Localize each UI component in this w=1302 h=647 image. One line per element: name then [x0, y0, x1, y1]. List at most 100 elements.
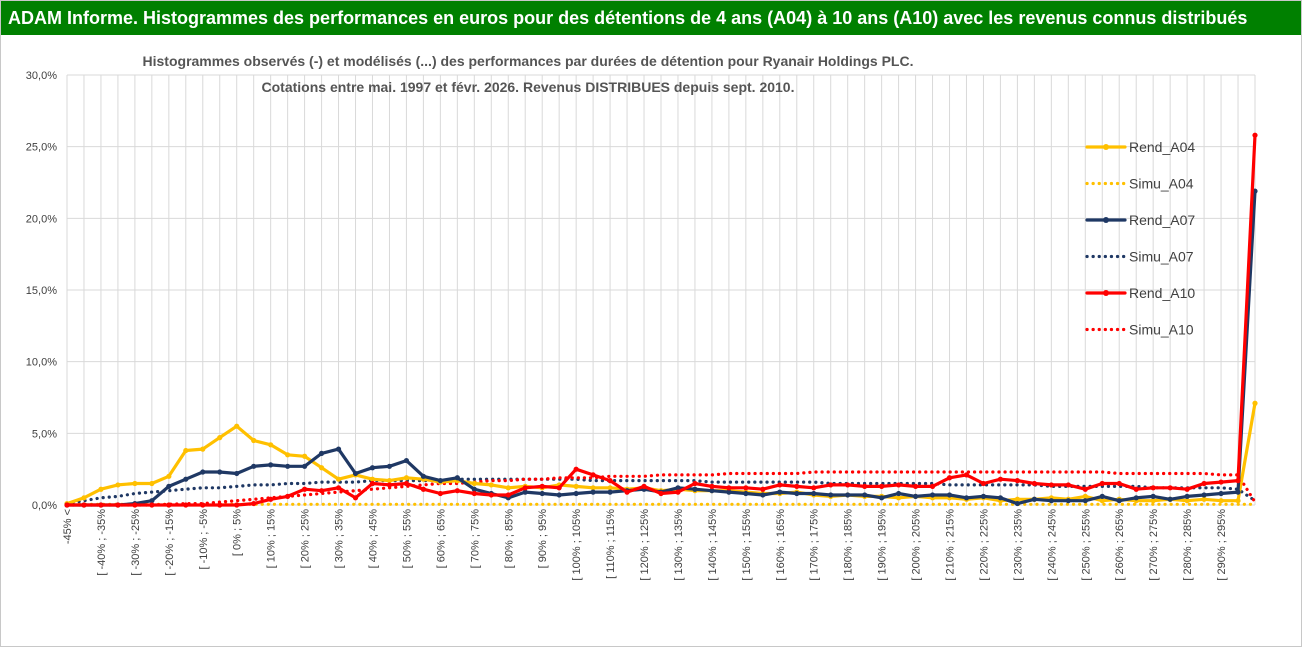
data-point: [946, 475, 953, 481]
data-point: [335, 485, 342, 491]
y-tick-label: 15,0%: [26, 285, 57, 297]
data-point: [98, 502, 104, 508]
performance-histogram-chart: 0,0% 5,0% 10,0% 15,0% 20,0% 25,0% 30,0% -45% <…: [26, 53, 1258, 581]
data-point: [352, 470, 359, 477]
data-point: [1184, 498, 1190, 504]
data-point: [81, 495, 87, 501]
data-point: [997, 476, 1004, 482]
data-point: [1031, 496, 1037, 502]
x-tick-label: [ 180% ; 185%: [843, 509, 855, 581]
legend-entry: Simu_A10: [1085, 322, 1194, 338]
data-point: [1184, 486, 1190, 492]
data-point: [1150, 498, 1156, 504]
data-point: [403, 480, 410, 487]
data-point: [1167, 496, 1173, 502]
data-point: [505, 485, 511, 491]
data-point: [200, 446, 206, 452]
data-point: [420, 473, 426, 479]
x-tick-label: [ -10% ; -5%: [198, 509, 210, 570]
data-point: [183, 476, 189, 482]
y-tick-label: 20,0%: [26, 213, 57, 225]
data-point: [828, 492, 834, 498]
data-point: [454, 475, 460, 481]
chart-title-block: Histogrammes observés (-) et modélisés (…: [143, 53, 914, 95]
data-point: [896, 495, 902, 501]
x-tick-label: [ -20% ; -15%: [164, 509, 176, 576]
data-point: [845, 492, 851, 498]
data-point: [251, 463, 257, 469]
data-point: [675, 489, 681, 495]
x-tick-label: [ 170% ; 175%: [809, 509, 821, 581]
data-point: [386, 478, 393, 484]
data-point: [1014, 478, 1021, 484]
data-point: [1218, 498, 1224, 504]
data-point: [522, 485, 528, 491]
data-point: [794, 483, 800, 489]
data-point: [980, 493, 987, 499]
data-point: [386, 482, 393, 488]
data-point: [946, 492, 953, 498]
data-point: [1082, 493, 1088, 499]
data-point: [403, 475, 410, 481]
data-point: [1099, 493, 1105, 499]
x-tick-label: -45% <: [62, 509, 74, 544]
data-point: [166, 502, 172, 508]
data-point: [896, 490, 902, 497]
data-point: [590, 472, 596, 478]
data-point: [1082, 486, 1088, 492]
data-point: [811, 490, 817, 497]
data-point: [1201, 480, 1207, 487]
data-point: [1031, 480, 1037, 487]
data-point: [879, 495, 885, 501]
data-point: [318, 488, 325, 494]
data-point: [862, 483, 868, 489]
data-point: [234, 470, 240, 477]
data-point: [251, 500, 257, 507]
data-point: [403, 457, 410, 464]
x-tick-label: [ 80% ; 85%: [503, 509, 515, 569]
series: [64, 132, 1258, 508]
data-point: [845, 482, 851, 488]
data-point: [285, 463, 291, 469]
data-point: [132, 480, 138, 487]
data-point: [318, 465, 325, 471]
data-point: [268, 442, 274, 448]
data-point: [1235, 489, 1241, 495]
x-tick-label: [ 10% ; 15%: [266, 509, 278, 569]
data-point: [352, 495, 359, 501]
data-point: [1065, 482, 1071, 488]
data-point: [268, 496, 274, 502]
data-point: [709, 488, 715, 494]
x-tick-label: [ 130% ; 135%: [673, 509, 685, 581]
data-point: [794, 490, 800, 497]
y-tick-label: 0,0%: [32, 500, 57, 512]
data-point: [1133, 486, 1139, 492]
data-point: [556, 492, 562, 498]
data-point: [692, 480, 698, 487]
data-point: [658, 490, 664, 497]
data-point: [1048, 498, 1054, 504]
data-point: [997, 495, 1004, 501]
data-point: [149, 498, 155, 504]
data-point: [912, 483, 919, 489]
x-tick-label: [ 190% ; 195%: [877, 509, 889, 581]
data-point: [980, 480, 987, 487]
data-point: [132, 502, 138, 508]
data-point: [1099, 498, 1105, 504]
x-tick-label: [ 50% ; 55%: [401, 509, 413, 569]
legend-marker: [1103, 144, 1109, 150]
data-point: [200, 469, 206, 475]
legend-label: Rend_A04: [1129, 139, 1195, 155]
data-point: [607, 478, 613, 484]
data-point: [183, 502, 189, 508]
x-tick-label: [ 110% ; 115%: [605, 509, 617, 579]
data-point: [929, 483, 936, 489]
x-tick-label: [ 150% ; 155%: [741, 509, 753, 581]
data-point: [318, 450, 325, 456]
data-point: [369, 465, 376, 471]
legend-marker: [1103, 290, 1109, 296]
x-tick-label: [ 280% ; 285%: [1182, 509, 1194, 581]
legend-label: Simu_A04: [1129, 176, 1194, 192]
x-tick-label: [ 260% ; 265%: [1114, 509, 1126, 581]
data-point: [607, 485, 613, 491]
